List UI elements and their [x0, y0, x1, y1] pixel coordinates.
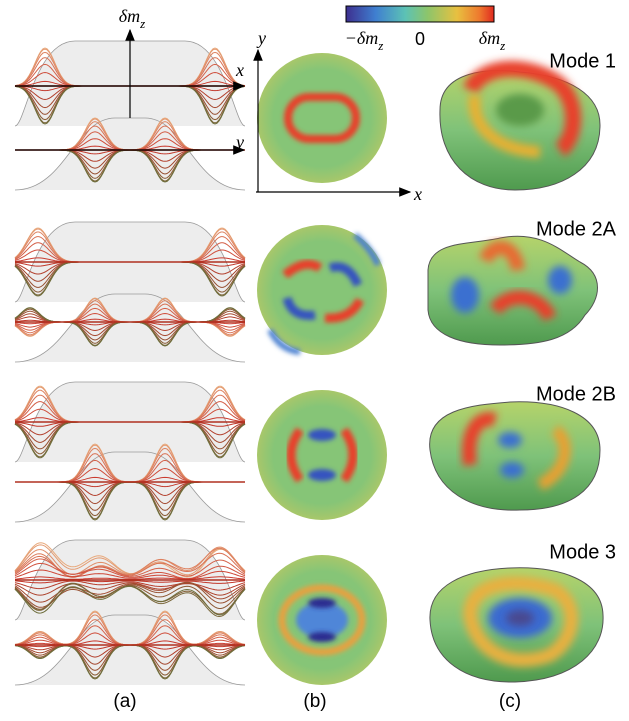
line-profiles: [14, 40, 246, 686]
profile-curve: [14, 562, 246, 580]
surface-feature: [548, 266, 572, 294]
surface-feature: [489, 290, 557, 322]
mode-label: Mode 3: [549, 541, 616, 563]
profile-curve: [14, 569, 246, 580]
surface-feature: [496, 94, 544, 126]
surface-feature: [468, 94, 541, 158]
surface-feature: [462, 412, 498, 466]
panel-label: (c): [499, 691, 521, 712]
colorbar-label: 0: [415, 29, 425, 49]
colorbar: [345, 5, 495, 23]
pattern: [267, 328, 301, 355]
disk: [257, 225, 387, 355]
colorbar-label: −δmz: [345, 28, 384, 53]
axis-label: y: [234, 132, 244, 152]
profile-curve: [14, 558, 246, 577]
panel-label: (a): [113, 691, 136, 712]
pattern: [282, 259, 323, 279]
axis-label: δmz: [119, 6, 145, 31]
disk: [257, 53, 387, 183]
profile-curve: [14, 581, 246, 603]
pattern: [340, 427, 358, 483]
pattern: [296, 602, 348, 638]
mode-label: Mode 2B: [536, 383, 616, 405]
color-maps: [257, 53, 387, 685]
axis-label: x: [235, 60, 244, 80]
pattern: [284, 93, 360, 143]
surface-feature: [478, 240, 525, 272]
surface-feature: [451, 277, 479, 313]
background-profile: [14, 451, 246, 523]
pattern: [308, 429, 336, 441]
background-profile: [14, 117, 246, 191]
pattern: [324, 297, 365, 323]
surface-feature: [536, 425, 571, 491]
mode-label: Mode 1: [549, 50, 616, 72]
surface: [429, 401, 601, 511]
pattern: [353, 232, 381, 267]
surface-plots: [427, 60, 604, 683]
panel-label: (b): [303, 691, 326, 712]
pattern: [308, 469, 336, 481]
pattern: [278, 584, 366, 656]
profile-curve: [14, 582, 246, 596]
surface-feature: [506, 610, 534, 626]
profile-curve: [14, 585, 246, 616]
colorbar-label: δmz: [479, 28, 505, 53]
profile-curve: [14, 547, 246, 578]
surface: [427, 235, 598, 346]
background-profile: [14, 293, 246, 363]
surface-feature: [500, 462, 524, 478]
mode-label: Mode 2A: [536, 218, 617, 240]
background-profile: [14, 614, 246, 686]
pattern: [286, 427, 304, 483]
surface-feature: [498, 432, 522, 448]
axis-label: x: [413, 184, 422, 204]
disk: [257, 390, 387, 520]
profile-curve: [14, 584, 246, 610]
profile-curve: [14, 580, 246, 591]
pattern: [308, 632, 336, 642]
axis-label: y: [256, 28, 266, 48]
surface-feature: [462, 576, 579, 667]
pattern: [282, 296, 316, 320]
pattern: [308, 598, 336, 608]
surface-feature: [462, 60, 582, 157]
pattern: [328, 262, 363, 287]
